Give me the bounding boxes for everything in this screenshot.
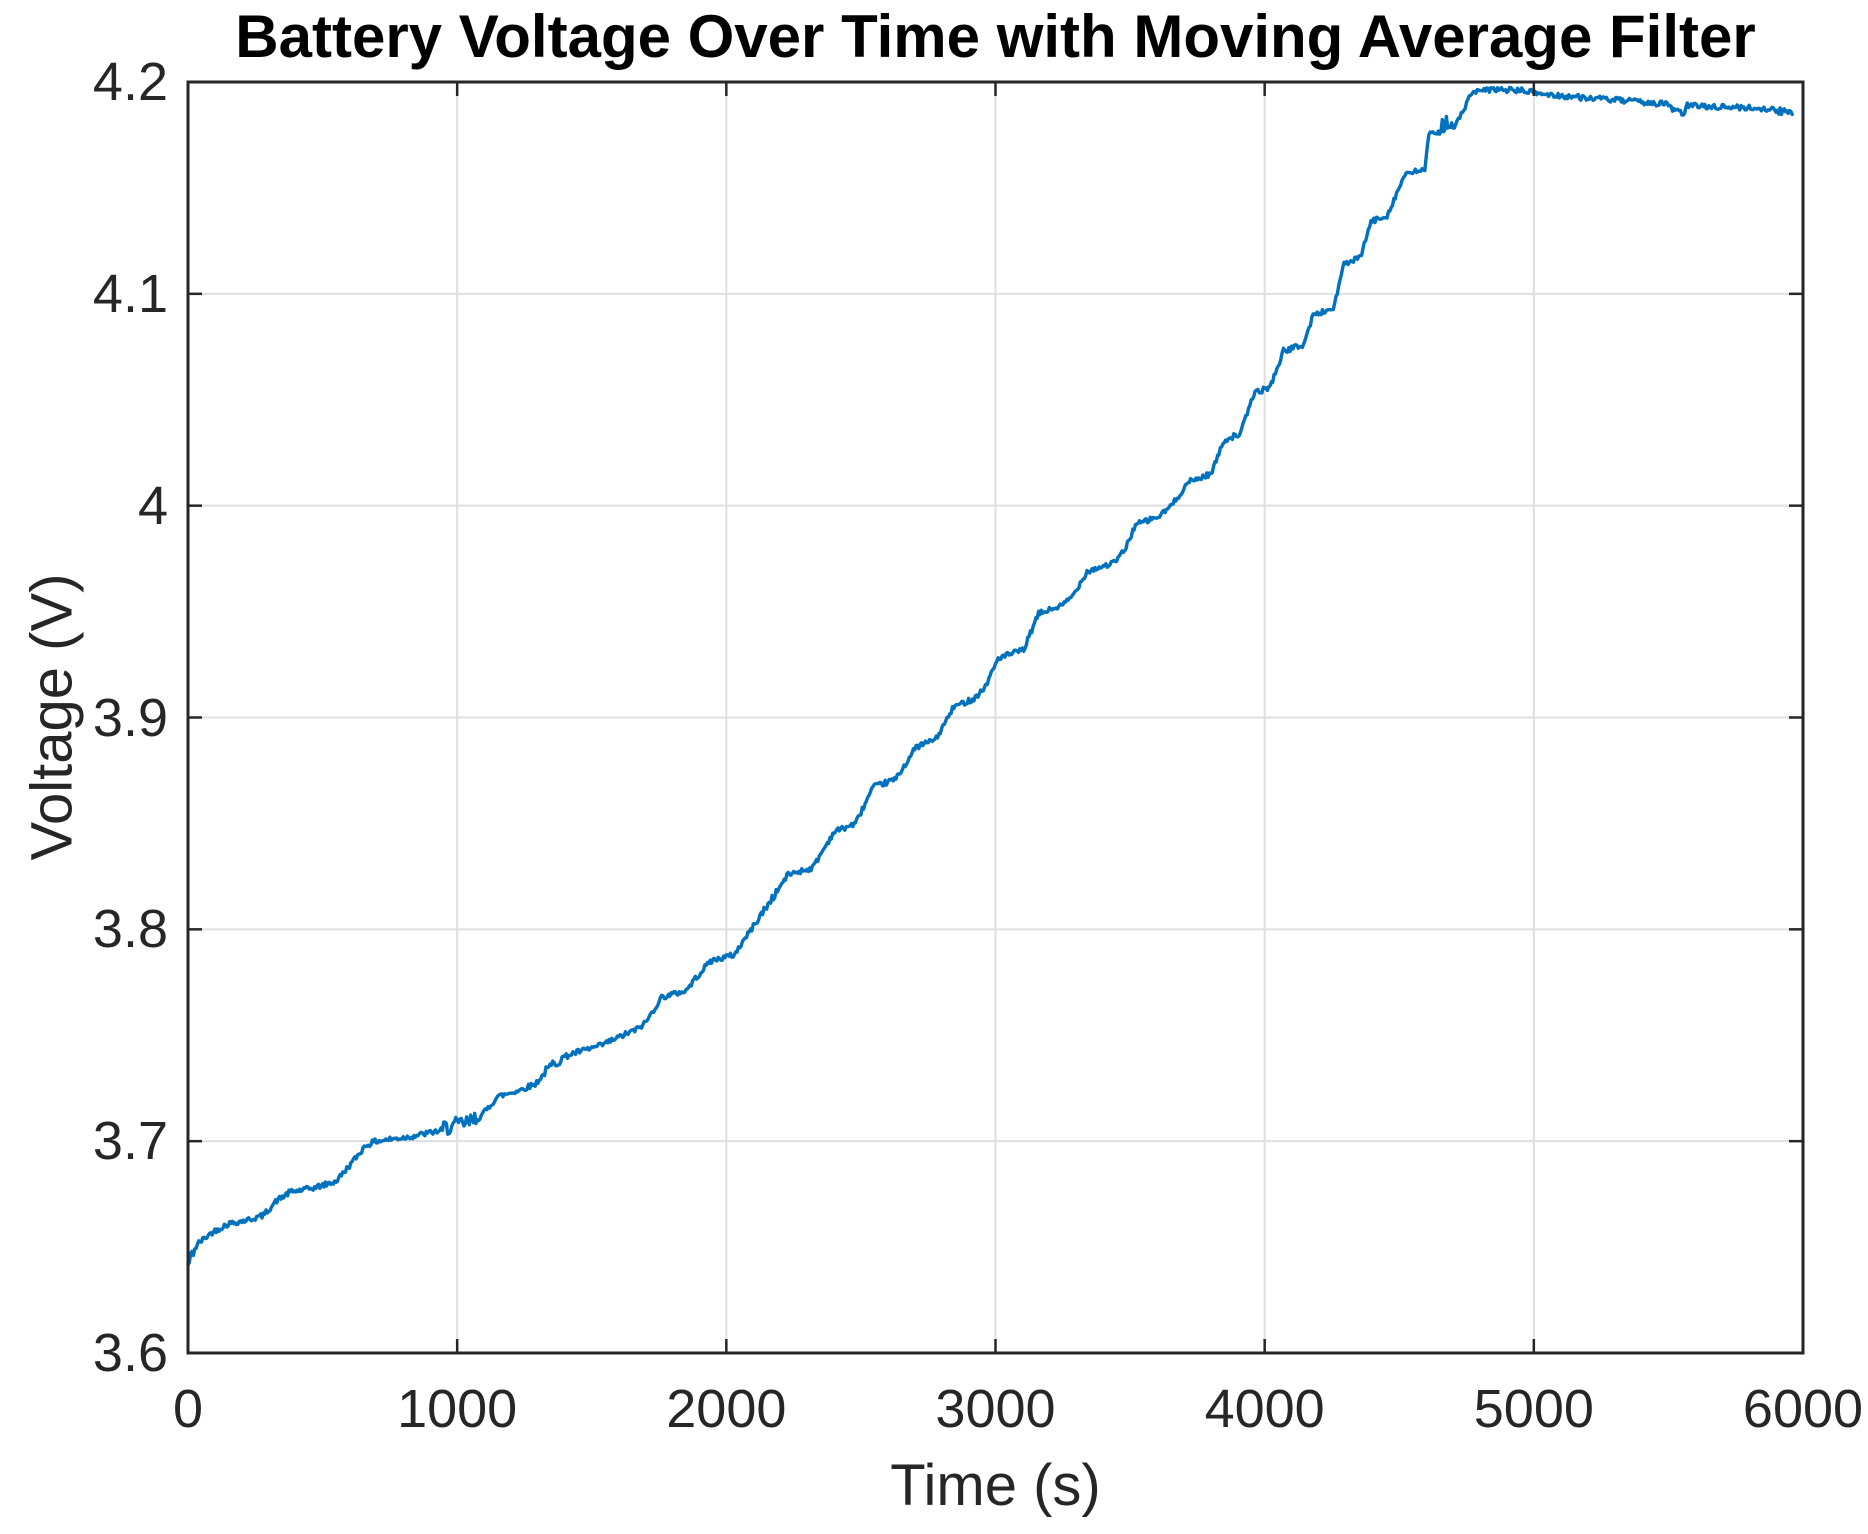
x-tick-label: 2000: [666, 1379, 787, 1439]
y-tick-label: 3.7: [92, 1111, 168, 1172]
y-tick-label: 4.2: [92, 52, 168, 112]
x-tick-label: 0: [172, 1379, 204, 1439]
y-tick-label: 3.8: [92, 899, 168, 960]
y-tick-label: 4: [137, 475, 168, 536]
x-tick-label: 3000: [935, 1379, 1056, 1439]
x-axis-label: Time (s): [890, 1453, 1101, 1518]
y-tick-label: 3.6: [92, 1323, 168, 1383]
x-tick-label: 5000: [1473, 1379, 1594, 1439]
x-tick-label: 6000: [1742, 1379, 1864, 1439]
voltage-line-series: [186, 85, 1794, 1267]
chart-title: Battery Voltage Over Time with Moving Av…: [235, 3, 1756, 70]
y-tick-label: 4.1: [92, 263, 168, 324]
y-axis-label: Voltage (V): [19, 573, 85, 861]
x-tick-label: 1000: [397, 1379, 518, 1439]
y-tick-label: 3.9: [92, 687, 168, 748]
x-tick-label: 4000: [1204, 1379, 1325, 1439]
